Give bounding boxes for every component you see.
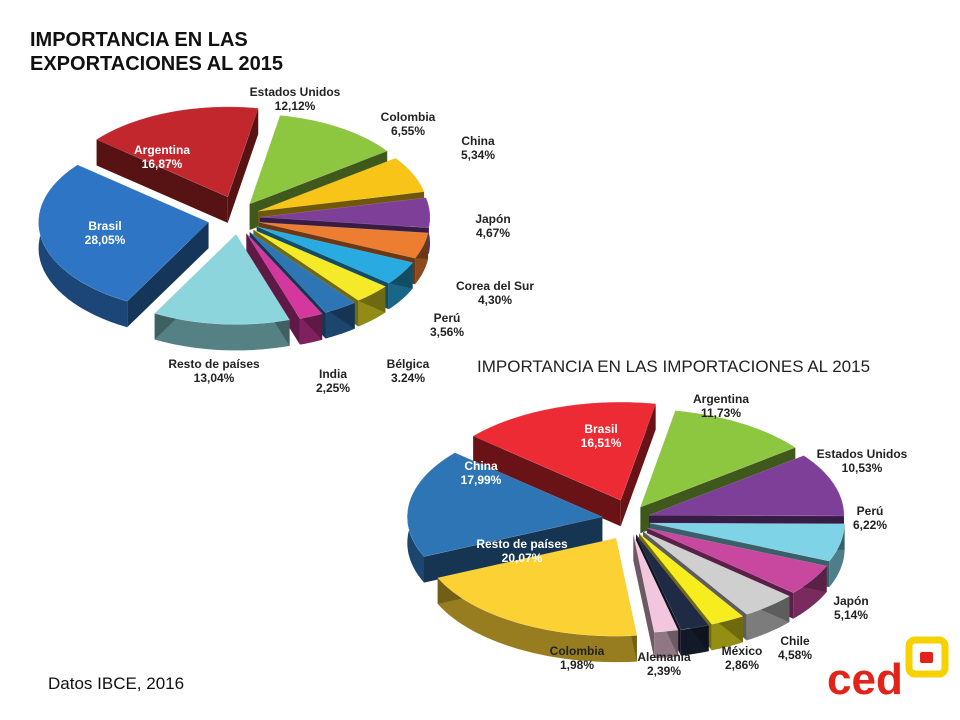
slice-label-resto-de-pa-ses: Resto de países 20,07%	[476, 537, 568, 565]
slice-label-brasil: Brasil 28,05%	[85, 219, 126, 247]
slice-argentina	[640, 410, 796, 508]
slice-label-china: China 17,99%	[461, 459, 502, 487]
slice-m-xico	[638, 533, 744, 625]
slice-label-china: China 5,34%	[461, 134, 495, 162]
slice-label-jap-n: Japón 4,67%	[475, 212, 510, 240]
slice-wall-10-1	[633, 534, 655, 659]
exports-title: IMPORTANCIA EN LAS EXPORTACIONES AL 2015	[30, 28, 283, 76]
slice-label-estados-unidos: Estados Unidos 10,53%	[817, 447, 908, 475]
slice-label-estados-unidos: Estados Unidos 12,12%	[250, 85, 341, 113]
slice-argentina	[96, 106, 259, 198]
slice-colombia	[257, 157, 425, 212]
slice-wall-0-0	[96, 139, 228, 223]
slice-india	[246, 233, 323, 319]
slice-label-argentina: Argentina 16,87%	[134, 143, 190, 171]
slice-china	[407, 452, 604, 557]
source-note: Datos IBCE, 2016	[48, 674, 185, 693]
slice-label-india: India 2,25%	[316, 367, 350, 395]
slice-label-colombia: Colombia 6,55%	[381, 110, 436, 138]
slice-colombia	[633, 534, 679, 633]
slice-wall-0-1	[620, 403, 656, 527]
slice-label-argentina: Argentina 11,73%	[693, 392, 749, 420]
slice-label-jap-n: Japón 5,14%	[833, 594, 868, 622]
slice-brasil	[38, 164, 209, 302]
slice-estados-unidos	[648, 455, 845, 517]
slice-label-per-: Perú 6,22%	[853, 504, 887, 532]
slice-side-4	[829, 523, 845, 588]
slice-wall-3-0	[424, 516, 603, 583]
slice-side-4	[38, 164, 128, 328]
ced-logo-icon: ced	[827, 636, 949, 700]
slice-label-resto-de-pa-ses: Resto de países 13,04%	[168, 357, 260, 385]
slice-label-m-xico: México 2,86%	[722, 644, 763, 672]
exports-title-line2: EXPORTACIONES AL 2015	[30, 53, 284, 75]
slice-resto-de-pa-ses	[154, 234, 291, 325]
slice-wall-0-1	[227, 108, 259, 223]
slice-resto-de-pa-ses	[437, 537, 638, 637]
slice-estados-unidos	[249, 115, 388, 205]
slice-per-	[649, 522, 845, 562]
slice-brasil	[472, 401, 656, 501]
slice-alemania	[635, 534, 710, 630]
slice-jap-n	[646, 527, 828, 593]
exports-title-line1: IMPORTANCIA EN LAS	[30, 29, 248, 51]
slice-side-10	[154, 313, 290, 351]
pie-chart-exports: Estados Unidos 12,12% Colombia 6,55% China 5,…	[38, 85, 534, 395]
slice-wall-0-0	[473, 436, 621, 527]
slice-wall-4-0	[127, 222, 209, 328]
slice-label-colombia: Colombia 1,98%	[550, 644, 605, 672]
slice-label-b-lgica: Bélgica 3.24%	[387, 357, 430, 385]
slice-label-per-: Perú 3,56%	[430, 311, 464, 339]
svg-text:ced: ced	[827, 655, 903, 700]
slice-label-corea-del-sur: Corea del Sur 4,30%	[456, 279, 534, 307]
slice-china	[259, 197, 431, 229]
slice-jap-n	[259, 222, 429, 259]
slice-label-chile: Chile 4,58%	[778, 634, 812, 662]
pie-chart-imports: Argentina 11,73% Estados Unidos 10,53% Perú 6…	[407, 392, 908, 678]
slice-chile	[642, 531, 790, 615]
imports-title: IMPORTANCIA EN LAS IMPORTACIONES AL 2015	[477, 357, 871, 376]
slice-corea-del-sur	[256, 226, 414, 284]
slice-per-	[253, 229, 386, 301]
slice-side-7	[437, 577, 637, 663]
slice-label-alemania: Alemania 2,39%	[637, 650, 691, 678]
slice-label-brasil: Brasil 16,51%	[581, 422, 622, 450]
slice-b-lgica	[249, 231, 356, 313]
